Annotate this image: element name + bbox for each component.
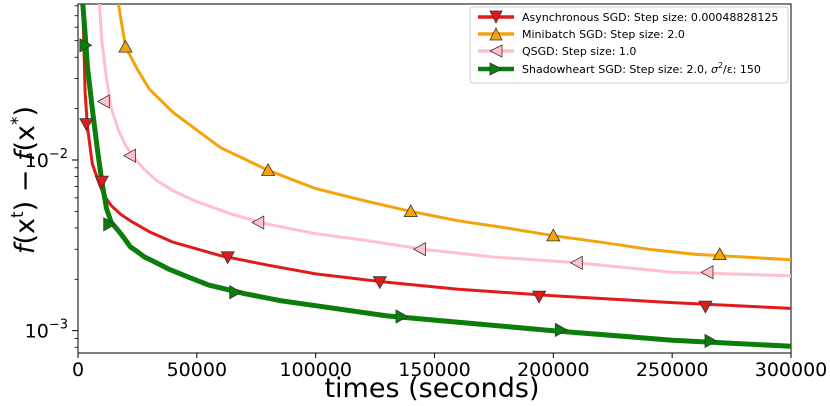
series-marker-shadowheart-sgd-4 [554,322,568,338]
x-tick-label-3: 150000 [398,359,471,381]
legend-label-minibatch-sgd: Minibatch SGD: Step size: 2.0 [522,28,685,41]
series-marker-qsgd-0 [96,94,110,109]
x-tick-label-6: 300000 [755,359,828,381]
series-marker-minibatch-sgd-4 [712,247,727,261]
series-marker-qsgd-1 [122,148,136,163]
y-label-x1: x [10,218,41,234]
series-line-minibatch-sgd [116,4,791,262]
y-label-t: t [8,211,28,218]
legend-entry-qsgd: QSGD: Step size: 1.0 [478,44,636,58]
legend-marker-qsgd [489,44,503,58]
series-marker-shadowheart-sgd-2 [229,285,243,300]
legend-shadowheart-rest: /ε: 150 [723,63,761,76]
series-marker-asynchronous-sgd-3 [372,276,387,290]
legend-marker-shadowheart-sgd [489,62,503,76]
legend-label-qsgd: QSGD: Step size: 1.0 [522,45,636,58]
series-marker-qsgd-2 [251,215,265,230]
legend-entry-asynchronous-sgd: Asynchronous SGD: Step size: 0.000488281… [478,10,778,24]
legend-entry-minibatch-sgd: Minibatch SGD: Step size: 2.0 [478,27,685,41]
x-tick-label-0: 0 [72,359,84,381]
series-layer [79,4,791,349]
y-label-open1: ( [10,234,41,245]
y-label-mid: ) − [10,161,41,211]
legend-label-shadowheart-sgd: Shadowheart SGD: Step size: 2.0, σ2/ε: 1… [522,61,761,76]
legend-marker-asynchronous-sgd [489,10,503,24]
legend-box [469,6,789,84]
legend-shadowheart-pre: Shadowheart SGD: Step size: 2.0, [522,63,711,76]
series-line-shadowheart-sgd [80,4,791,349]
legend-shadowheart-sq: 2 [718,61,723,70]
x-tick-label-5: 250000 [636,359,709,381]
series-marker-asynchronous-sgd-0 [79,118,94,132]
series-marker-qsgd-5 [700,265,714,280]
series-marker-shadowheart-sgd-1 [103,217,117,232]
series-marker-asynchronous-sgd-2 [220,251,235,265]
y-label-open2: ( [10,141,41,152]
legend-marker-minibatch-sgd [489,27,503,41]
y-tick-label-0: 10−2 [25,147,68,172]
series-marker-asynchronous-sgd-4 [531,290,547,304]
series-marker-shadowheart-sgd-5 [704,333,718,349]
series-line-asynchronous-sgd [81,5,791,310]
ticks-layer: 0 50000 100000 150000 200000 250000 300000 10−2… [25,5,828,381]
y-label-close: ) [10,106,41,117]
legend-entry-shadowheart-sgd: Shadowheart SGD: Step size: 2.0, σ2/ε: 1… [478,61,761,76]
legend-label-asynchronous-sgd: Asynchronous SGD: Step size: 0.000488281… [522,11,778,24]
series-marker-qsgd-4 [569,255,583,270]
x-tick-label-4: 200000 [517,359,590,381]
x-tick-label-2: 100000 [279,359,352,381]
x-axis-label: times (seconds) [324,373,539,404]
series-marker-minibatch-sgd-0 [118,39,133,53]
series-marker-shadowheart-sgd-3 [395,309,409,324]
series-marker-qsgd-3 [412,242,426,257]
series-marker-minibatch-sgd-1 [260,162,276,176]
legend: Asynchronous SGD: Step size: 0.000488281… [469,6,789,84]
y-label-x2: x [10,125,41,141]
x-tick-label-1: 50000 [167,359,227,381]
series-marker-minibatch-sgd-2 [403,204,418,218]
series-marker-shadowheart-sgd-0 [79,38,93,53]
y-tick-label-1: 10−3 [25,318,68,343]
series-marker-asynchronous-sgd-1 [94,175,109,189]
legend-shadowheart-sigma: σ [711,63,719,76]
series-marker-asynchronous-sgd-5 [698,300,713,314]
y-axis-label: f(xt) − f(x*) [8,106,41,254]
series-marker-minibatch-sgd-3 [546,228,561,242]
series-line-qsgd [97,4,791,278]
y-label-star: * [8,116,28,125]
